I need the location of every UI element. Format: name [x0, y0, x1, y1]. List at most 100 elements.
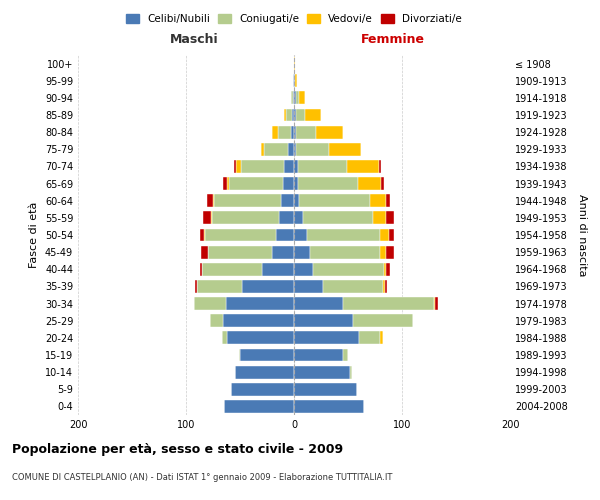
Bar	[294, 177, 298, 190]
Bar	[386, 212, 394, 224]
Bar	[197, 280, 242, 293]
Bar	[329, 143, 361, 156]
Bar	[203, 212, 211, 224]
Bar	[236, 160, 241, 173]
Bar	[385, 280, 387, 293]
Bar	[310, 246, 380, 258]
Bar	[359, 332, 380, 344]
Bar	[212, 212, 279, 224]
Bar	[302, 212, 373, 224]
Bar	[294, 383, 356, 396]
Bar	[232, 383, 294, 396]
Bar	[373, 212, 386, 224]
Bar	[286, 108, 292, 122]
Bar	[291, 126, 294, 138]
Bar	[206, 194, 213, 207]
Bar	[383, 263, 386, 276]
Bar	[202, 263, 262, 276]
Bar	[229, 177, 283, 190]
Bar	[296, 143, 329, 156]
Bar	[221, 332, 227, 344]
Bar	[436, 297, 437, 310]
Bar	[227, 177, 229, 190]
Bar	[284, 160, 294, 173]
Bar	[389, 228, 394, 241]
Bar	[281, 194, 294, 207]
Bar	[313, 263, 383, 276]
Bar	[293, 74, 294, 87]
Bar	[264, 143, 287, 156]
Bar	[347, 160, 379, 173]
Bar	[434, 297, 436, 310]
Bar	[294, 314, 353, 327]
Bar	[227, 332, 294, 344]
Bar	[241, 160, 284, 173]
Bar	[213, 194, 214, 207]
Bar	[272, 126, 278, 138]
Bar	[298, 177, 358, 190]
Bar	[296, 126, 316, 138]
Bar	[224, 400, 294, 413]
Text: Popolazione per età, sesso e stato civile - 2009: Popolazione per età, sesso e stato civil…	[12, 442, 343, 456]
Bar	[200, 263, 202, 276]
Bar	[294, 280, 323, 293]
Bar	[294, 400, 364, 413]
Bar	[370, 194, 386, 207]
Bar	[294, 92, 296, 104]
Text: COMUNE DI CASTELPLANIO (AN) - Dati ISTAT 1° gennaio 2009 - Elaborazione TUTTITAL: COMUNE DI CASTELPLANIO (AN) - Dati ISTAT…	[12, 472, 392, 482]
Bar	[239, 348, 240, 362]
Bar	[380, 228, 389, 241]
Bar	[210, 314, 223, 327]
Bar	[233, 160, 236, 173]
Bar	[294, 143, 296, 156]
Bar	[211, 212, 212, 224]
Bar	[294, 108, 296, 122]
Bar	[272, 246, 294, 258]
Bar	[299, 194, 370, 207]
Bar	[383, 280, 385, 293]
Legend: Celibi/Nubili, Coniugati/e, Vedovi/e, Divorziati/e: Celibi/Nubili, Coniugati/e, Vedovi/e, Di…	[122, 10, 466, 28]
Bar	[343, 348, 348, 362]
Bar	[291, 92, 293, 104]
Bar	[294, 212, 302, 224]
Y-axis label: Anni di nascita: Anni di nascita	[577, 194, 587, 276]
Bar	[316, 126, 343, 138]
Bar	[295, 74, 297, 87]
Bar	[298, 160, 347, 173]
Bar	[223, 314, 294, 327]
Bar	[205, 228, 275, 241]
Bar	[208, 246, 272, 258]
Bar	[294, 74, 295, 87]
Bar	[343, 297, 434, 310]
Text: Maschi: Maschi	[170, 33, 219, 46]
Bar	[294, 297, 343, 310]
Bar	[260, 143, 264, 156]
Bar	[386, 246, 394, 258]
Bar	[223, 177, 227, 190]
Bar	[292, 108, 294, 122]
Bar	[226, 297, 294, 310]
Bar	[350, 366, 352, 378]
Bar	[294, 57, 295, 70]
Bar	[293, 92, 294, 104]
Bar	[284, 108, 286, 122]
Bar	[235, 366, 294, 378]
Bar	[275, 228, 294, 241]
Bar	[278, 126, 291, 138]
Bar	[296, 92, 299, 104]
Bar	[294, 263, 313, 276]
Bar	[380, 246, 386, 258]
Bar	[294, 246, 310, 258]
Bar	[294, 366, 350, 378]
Bar	[279, 212, 294, 224]
Bar	[201, 246, 208, 258]
Bar	[194, 280, 197, 293]
Bar	[382, 177, 383, 190]
Bar	[294, 348, 343, 362]
Bar	[296, 108, 305, 122]
Bar	[262, 263, 294, 276]
Bar	[299, 92, 305, 104]
Bar	[386, 194, 390, 207]
Bar	[353, 314, 413, 327]
Bar	[379, 160, 382, 173]
